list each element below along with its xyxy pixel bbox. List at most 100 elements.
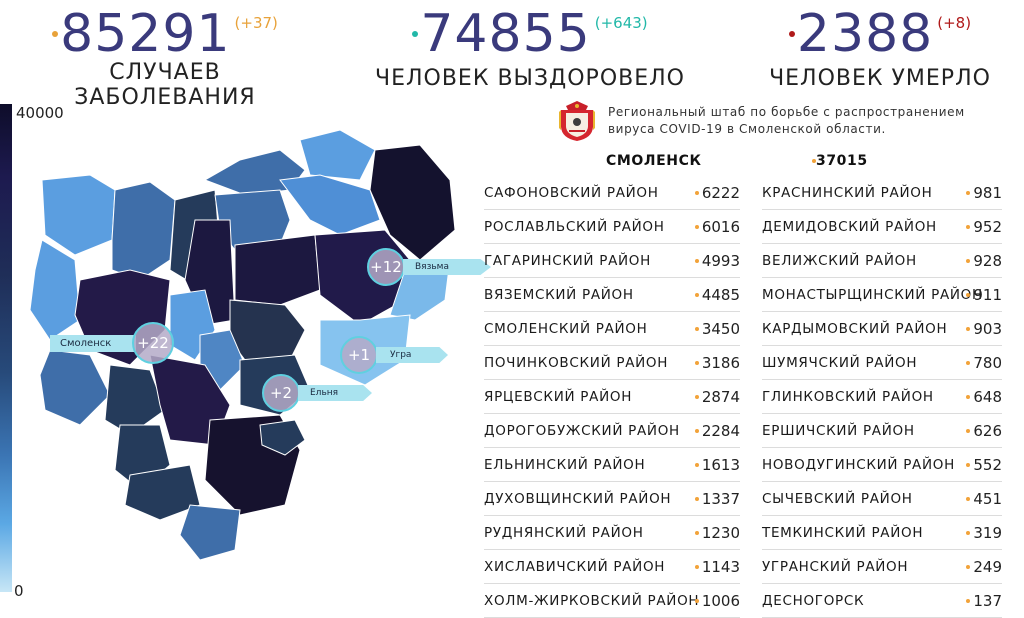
district-name: Смоленский район	[484, 320, 648, 337]
district-krasny	[39, 349, 111, 426]
cases-number: 85291	[60, 4, 231, 64]
deaths-number: 2388	[796, 4, 934, 64]
district-demidov	[111, 181, 176, 281]
district-name: Ершичский район	[762, 422, 915, 439]
district-value: 780	[966, 354, 1002, 372]
district-value: 1337	[695, 490, 740, 508]
district-name: Новодугинский район	[762, 456, 955, 473]
district-value: 3186	[695, 354, 740, 372]
district-row: Демидовский район 952	[762, 210, 1002, 244]
district-ershichi	[179, 504, 241, 561]
city-value-dot	[812, 159, 816, 163]
tag-vyazma-delta: +12	[367, 248, 405, 286]
district-name: Гагаринский район	[484, 252, 651, 269]
district-row: Духовщинский район 1337	[484, 482, 740, 516]
coat-of-arms-icon	[559, 101, 595, 141]
recovered-caption: Человек выздоровело	[375, 66, 685, 91]
district-value: 3450	[695, 320, 740, 338]
city-value-number: 37015	[816, 153, 868, 169]
recovered-number: 74855	[420, 4, 591, 64]
tag-smolensk: Смоленск +22	[50, 322, 174, 364]
district-value: 1230	[695, 524, 740, 542]
district-value: 1006	[695, 592, 740, 610]
district-row: Руднянский район 1230	[484, 516, 740, 550]
district-dorogobuzh	[229, 299, 306, 361]
tag-ugra: +1 Угра	[340, 336, 448, 374]
district-value: 2284	[695, 422, 740, 440]
district-value: 6222	[695, 184, 740, 202]
district-value: 981	[966, 184, 1002, 202]
district-name: Сафоновский район	[484, 184, 659, 201]
district-row: Сычевский район 451	[762, 482, 1002, 516]
hq-description: Региональный штаб по борьбе с распростра…	[608, 105, 965, 136]
district-row: Темкинский район 319	[762, 516, 1002, 550]
district-value: 626	[966, 422, 1002, 440]
district-name: Сычевский район	[762, 490, 913, 507]
district-name: Велижский район	[762, 252, 917, 269]
district-row: Рославльский район 6016	[484, 210, 740, 244]
cases-delta: (+37)	[234, 14, 278, 32]
district-value: 4485	[695, 286, 740, 304]
district-value: 952	[966, 218, 1002, 236]
district-row: Починковский район 3186	[484, 346, 740, 380]
district-name: Кардымовский район	[762, 320, 948, 337]
district-name: Демидовский район	[762, 218, 937, 235]
district-row: Кардымовский район 903	[762, 312, 1002, 346]
scale-min-label: 0	[14, 582, 24, 600]
city-value: 37015	[812, 153, 868, 169]
district-name: Духовщинский район	[484, 490, 672, 507]
district-name: Дорогобужский район	[484, 422, 680, 439]
district-name: Темкинский район	[762, 524, 924, 541]
district-monastyrshchina	[104, 364, 166, 436]
stat-recovered: 74855 (+643) Человек выздоровело	[375, 4, 685, 91]
tag-smolensk-label: Смоленск	[50, 334, 136, 352]
district-row: Глинковский район 648	[762, 380, 1002, 414]
district-row: Гагаринский район 4993	[484, 244, 740, 278]
hq-header: Региональный штаб по борьбе с распростра…	[558, 100, 988, 142]
district-name: Хиславичский район	[484, 558, 666, 575]
district-sychevka	[299, 129, 376, 181]
district-row: Сафоновский район 6222	[484, 176, 740, 210]
district-row: Хиславичский район 1143	[484, 550, 740, 584]
district-name: Краснинский район	[762, 184, 933, 201]
district-value: 903	[966, 320, 1002, 338]
district-row: Шумячский район 780	[762, 346, 1002, 380]
tag-ugra-label: Угра	[376, 347, 448, 363]
cases-caption: Случаев заболевания	[74, 60, 256, 110]
district-novoduginsk	[279, 174, 381, 236]
deaths-dot	[788, 31, 795, 37]
district-row: Десногорск 137	[762, 584, 1002, 618]
district-row: Дорогобужский район 2284	[484, 414, 740, 448]
district-row: Ярцевский район 2874	[484, 380, 740, 414]
district-name: Десногорск	[762, 592, 865, 609]
district-value: 928	[966, 252, 1002, 270]
district-name: Вяземский район	[484, 286, 634, 303]
district-value: 137	[966, 592, 1002, 610]
district-velizh	[41, 174, 116, 256]
district-name: Починковский район	[484, 354, 669, 371]
district-row: Смоленский район 3450	[484, 312, 740, 346]
district-name: Руднянский район	[484, 524, 644, 541]
districts-right-column: Краснинский район 981 Демидовский район 952…	[762, 176, 1002, 618]
district-row: Холм-Жирковский район 1006	[484, 584, 740, 618]
stat-deaths: 2388 (+8) Человек умерло	[760, 4, 1000, 91]
district-name: Рославльский район	[484, 218, 665, 235]
tag-elnya: +2 Ельня	[262, 374, 372, 412]
district-row: Краснинский район 981	[762, 176, 1002, 210]
district-row: Велижский район 928	[762, 244, 1002, 278]
recovered-dot	[412, 31, 419, 37]
district-name: Холм-Жирковский район	[484, 592, 700, 609]
district-value: 319	[966, 524, 1002, 542]
district-name: Шумячский район	[762, 354, 918, 371]
district-row: Вяземский район 4485	[484, 278, 740, 312]
district-value: 552	[966, 456, 1002, 474]
scale-max-label: 40000	[16, 104, 64, 122]
district-value: 249	[966, 558, 1002, 576]
tag-elnya-label: Ельня	[298, 385, 372, 401]
tag-vyazma-label: Вязьма	[403, 259, 491, 275]
district-row: Монастырщинский район 911	[762, 278, 1002, 312]
district-name: Ельнинский район	[484, 456, 646, 473]
district-name: Монастырщинский район	[762, 286, 983, 303]
district-value: 4993	[695, 252, 740, 270]
district-yartsevo-dorogobuzh	[234, 234, 321, 306]
